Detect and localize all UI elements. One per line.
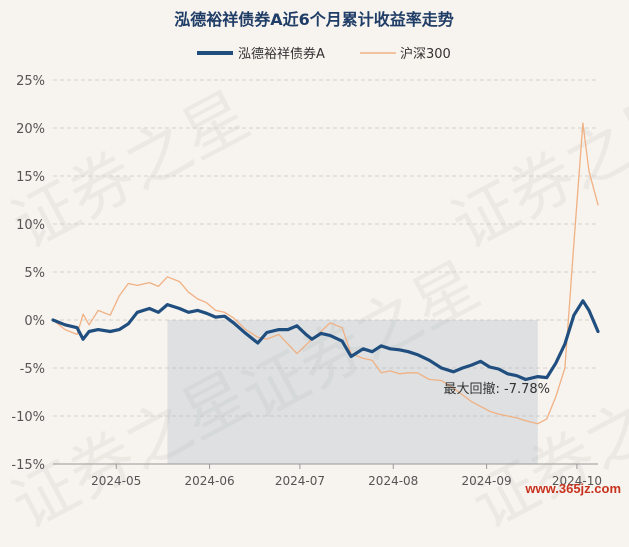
legend-label-index: 沪深300 — [400, 46, 451, 62]
max-drawdown-region — [167, 320, 538, 464]
y-tick-label: 20% — [16, 122, 45, 137]
series-line-fund — [51, 299, 600, 382]
site-mark: www.365jz.com — [525, 481, 621, 496]
x-tick-label: 2024-09 — [462, 474, 512, 488]
x-tick-label: 2024-05 — [91, 474, 141, 488]
y-tick-label: 5% — [24, 266, 45, 281]
y-tick-label: -5% — [20, 362, 45, 377]
y-tick-label: 0% — [24, 314, 45, 329]
legend-label-fund: 泓德裕祥债券A — [238, 46, 325, 62]
max-drawdown-label: 最大回撤: -7.78% — [443, 381, 550, 397]
chart-title: 泓德裕祥债券A近6个月累计收益率走势 — [174, 10, 454, 29]
y-tick-label: -10% — [11, 410, 45, 425]
x-tick-label: 2024-07 — [275, 474, 325, 488]
x-tick-label: 2024-10 — [552, 474, 602, 488]
y-tick-label: 15% — [16, 170, 45, 185]
x-tick-label: 2024-06 — [185, 474, 235, 488]
y-tick-label: 10% — [16, 218, 45, 233]
y-tick-label: 25% — [16, 74, 45, 89]
x-tick-label: 2024-08 — [368, 474, 418, 488]
series-line-index — [52, 122, 599, 425]
y-tick-label: -15% — [11, 458, 45, 473]
